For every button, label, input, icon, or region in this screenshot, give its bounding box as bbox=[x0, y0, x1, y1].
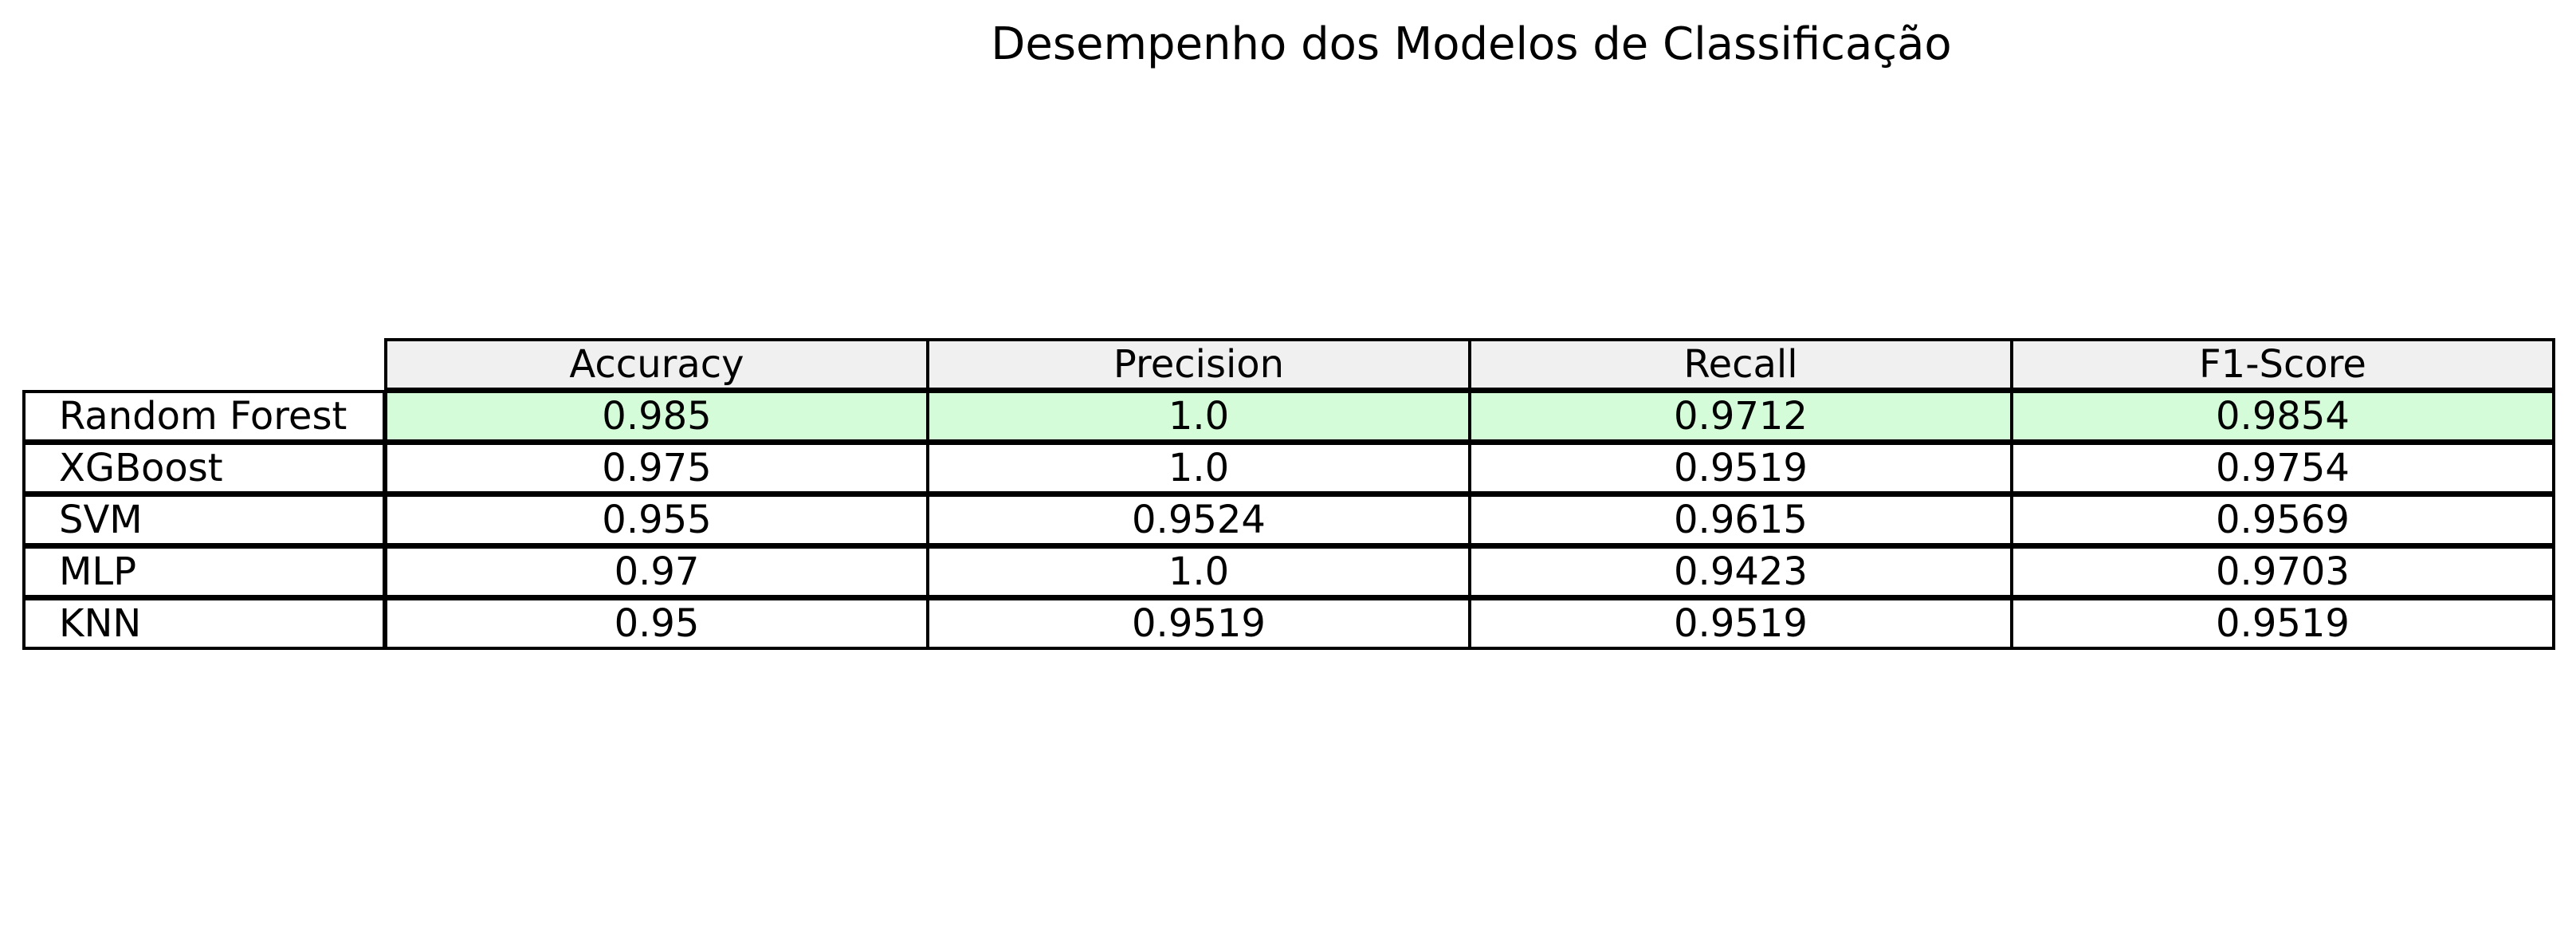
row-label-xgboost: XGBoost bbox=[22, 442, 386, 494]
table-cell-mlp-f1-score: 0.9703 bbox=[2010, 545, 2555, 598]
table-cell-knn-f1-score: 0.9519 bbox=[2010, 597, 2555, 650]
table-cell-svm-f1-score: 0.9569 bbox=[2010, 494, 2555, 546]
table-cell-mlp-recall: 0.9423 bbox=[1468, 545, 2013, 598]
table-cell-xgboost-f1-score: 0.9754 bbox=[2010, 442, 2555, 494]
table-cell-xgboost-recall: 0.9519 bbox=[1468, 442, 2013, 494]
row-label-mlp: MLP bbox=[22, 545, 386, 598]
table-cell-random-forest-accuracy: 0.985 bbox=[384, 390, 929, 443]
table-cell-knn-accuracy: 0.95 bbox=[384, 597, 929, 650]
table-cell-knn-precision: 0.9519 bbox=[926, 597, 1471, 650]
table-cell-svm-precision: 0.9524 bbox=[926, 494, 1471, 546]
row-label-knn: KNN bbox=[22, 597, 386, 650]
table-cell-knn-recall: 0.9519 bbox=[1468, 597, 2013, 650]
table-cell-random-forest-precision: 1.0 bbox=[926, 390, 1471, 443]
row-label-svm: SVM bbox=[22, 494, 386, 546]
table-cell-mlp-accuracy: 0.97 bbox=[384, 545, 929, 598]
chart-title: Desempenho dos Modelos de Classificação bbox=[991, 18, 1952, 70]
table-cell-svm-recall: 0.9615 bbox=[1468, 494, 2013, 546]
column-header-accuracy: Accuracy bbox=[384, 338, 929, 391]
row-label-random-forest: Random Forest bbox=[22, 390, 386, 443]
table-cell-random-forest-recall: 0.9712 bbox=[1468, 390, 2013, 443]
table-cell-random-forest-f1-score: 0.9854 bbox=[2010, 390, 2555, 443]
table-cell-xgboost-accuracy: 0.975 bbox=[384, 442, 929, 494]
column-header-f1-score: F1-Score bbox=[2010, 338, 2555, 391]
table-cell-mlp-precision: 1.0 bbox=[926, 545, 1471, 598]
column-header-recall: Recall bbox=[1468, 338, 2013, 391]
table-cell-xgboost-precision: 1.0 bbox=[926, 442, 1471, 494]
column-header-precision: Precision bbox=[926, 338, 1471, 391]
table-cell-svm-accuracy: 0.955 bbox=[384, 494, 929, 546]
